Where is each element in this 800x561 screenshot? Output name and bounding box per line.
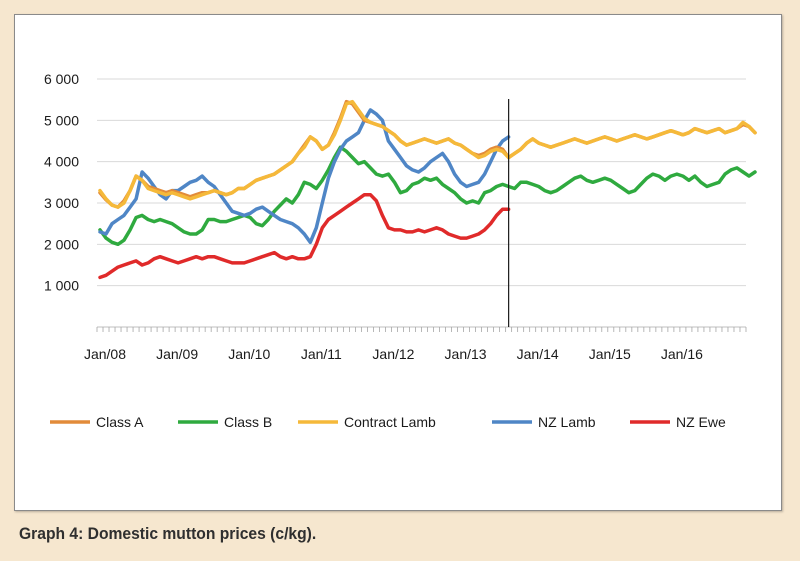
- x-tick-label: Jan/10: [228, 346, 270, 362]
- chart-frame: [14, 14, 782, 511]
- series-lines: [98, 99, 757, 280]
- legend-label: Class B: [224, 414, 272, 430]
- y-tick-label: 2 000: [44, 236, 79, 252]
- x-tick-label: Jan/15: [589, 346, 631, 362]
- legend: Class A Class B Contract Lamb NZ Lamb NZ Ewe: [50, 414, 726, 430]
- series-line-contract-lamb: [98, 99, 757, 209]
- y-tick-label: 3 000: [44, 195, 79, 211]
- x-axis: Jan/08 Jan/09 Jan/10 Jan/11 Jan/12 Jan/13 Jan/…: [84, 326, 747, 362]
- legend-label: NZ Ewe: [676, 414, 726, 430]
- gridlines: [97, 78, 746, 287]
- y-axis: 1 000 2 000 3 000 4 000 5 000 6 000: [44, 71, 79, 294]
- legend-label: Class A: [96, 414, 144, 430]
- x-tick-label: Jan/11: [301, 346, 342, 362]
- x-tick-label: Jan/14: [517, 346, 559, 362]
- y-tick-label: 6 000: [44, 71, 79, 87]
- x-tick-label: Jan/08: [84, 346, 126, 362]
- x-tick-label: Jan/16: [661, 346, 703, 362]
- y-tick-label: 5 000: [44, 112, 79, 128]
- y-tick-label: 4 000: [44, 154, 79, 170]
- x-tick-label: Jan/12: [372, 346, 414, 362]
- y-tick-label: 1 000: [44, 278, 79, 294]
- series-line-nz-lamb: [98, 108, 511, 245]
- series-line-class-b: [98, 145, 757, 247]
- series-line-nz-ewe: [98, 192, 511, 280]
- figure-caption: Graph 4: Domestic mutton prices (c/kg).: [19, 524, 317, 543]
- series-line-class-a: [98, 99, 757, 209]
- x-tick-label: Jan/09: [156, 346, 198, 362]
- legend-label: NZ Lamb: [538, 414, 596, 430]
- x-tick-label: Jan/13: [445, 346, 487, 362]
- legend-label: Contract Lamb: [344, 414, 436, 430]
